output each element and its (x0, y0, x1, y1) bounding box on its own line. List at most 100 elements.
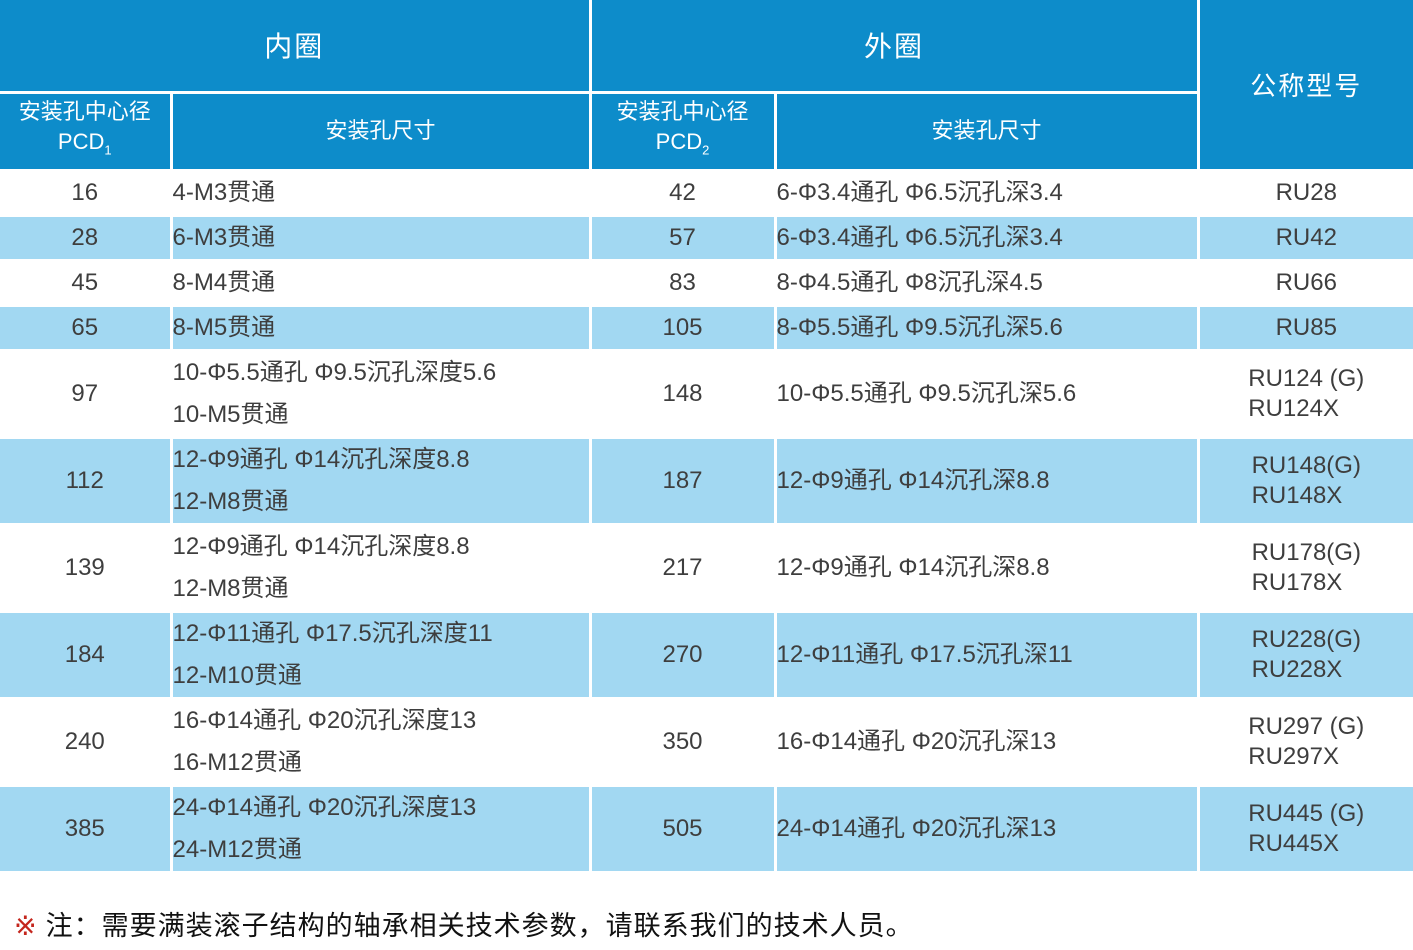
outer-spec-cell: 6-Φ3.4通孔 Φ6.5沉孔深3.4 (773, 168, 1200, 217)
table-row: 112 12-Φ9通孔 Φ14沉孔深度8.8 12-M8贯通 187 12-Φ9通孔 Φ… (0, 435, 1413, 526)
pcd2-value-cell: 42 (588, 168, 777, 217)
inner-spec-line: 12-M8贯通 (172, 574, 289, 602)
model-line: RU178X (1251, 568, 1343, 596)
table-header: 内圈 外圈 公称型号 安装孔中心径 PCD1 安装孔尺寸 安装孔中心径 PCD2… (0, 0, 1413, 172)
model-cell: RU28 (1196, 168, 1413, 217)
inner-spec-cell: 16-Φ14通孔 Φ20沉孔深度13 16-M12贯通 (169, 696, 592, 787)
model-line: RU148X (1251, 481, 1343, 509)
inner-spec-line: 4-M3贯通 (172, 178, 276, 206)
outer-spec-cell: 16-Φ14通孔 Φ20沉孔深13 (773, 696, 1200, 787)
model-cell: RU228(G) RU228X (1196, 609, 1413, 700)
outer-spec-line: 8-Φ5.5通孔 Φ9.5沉孔深5.6 (776, 313, 1063, 341)
outer-spec-line: 8-Φ4.5通孔 Φ8沉孔深4.5 (776, 268, 1043, 296)
inner-spec-cell: 24-Φ14通孔 Φ20沉孔深度13 24-M12贯通 (169, 783, 592, 874)
pcd2-value-cell: 270 (588, 609, 777, 700)
header-pcd1-label: 安装孔中心径 (18, 98, 151, 124)
outer-spec-line: 12-Φ9通孔 Φ14沉孔深8.8 (776, 466, 1050, 494)
model-line: RU178(G) (1251, 538, 1361, 566)
table-body: 16 4-M3贯通 42 6-Φ3.4通孔 Φ6.5沉孔深3.4 RU28 28 6-M3贯… (0, 168, 1413, 874)
outer-spec-line: 16-Φ14通孔 Φ20沉孔深13 (776, 727, 1057, 755)
pcd2-value-cell: 57 (588, 213, 777, 262)
pcd1-value-cell: 16 (0, 168, 173, 217)
model-cell: RU66 (1196, 258, 1413, 307)
header-sub-row: 安装孔中心径 PCD1 安装孔尺寸 安装孔中心径 PCD2 安装孔尺寸 (0, 90, 1413, 172)
bearing-spec-table: 内圈 外圈 公称型号 安装孔中心径 PCD1 安装孔尺寸 安装孔中心径 PCD2… (0, 0, 1413, 874)
model-line: RU228(G) (1251, 625, 1361, 653)
pcd2-value-cell: 83 (588, 258, 777, 307)
model-line: RU66 (1275, 268, 1337, 296)
inner-spec-line: 16-M12贯通 (172, 748, 302, 776)
outer-spec-cell: 12-Φ9通孔 Φ14沉孔深8.8 (773, 435, 1200, 526)
model-text: RU228(G) RU228X (1252, 625, 1361, 685)
header-pcd2-label: 安装孔中心径 (616, 98, 749, 124)
table-row: 16 4-M3贯通 42 6-Φ3.4通孔 Φ6.5沉孔深3.4 RU28 (0, 168, 1413, 217)
footnote-text: 需要满装滚子结构的轴承相关技术参数，请联系我们的技术人员。 (101, 910, 914, 941)
model-line: RU28 (1275, 178, 1337, 206)
outer-spec-line: 12-Φ11通孔 Φ17.5沉孔深11 (776, 640, 1073, 668)
header-outer-ring: 外圈 (588, 0, 1200, 94)
inner-spec-line: 24-Φ14通孔 Φ20沉孔深度13 (172, 793, 477, 821)
pcd1-value-cell: 45 (0, 258, 173, 307)
header-inner-ring: 内圈 (0, 0, 592, 94)
table-row: 65 8-M5贯通 105 8-Φ5.5通孔 Φ9.5沉孔深5.6 RU85 (0, 303, 1413, 352)
model-text: RU445 (G) RU445X (1248, 799, 1364, 859)
inner-spec-line: 6-M3贯通 (172, 223, 276, 251)
model-line: RU85 (1275, 313, 1337, 341)
inner-spec-cell: 10-Φ5.5通孔 Φ9.5沉孔深度5.6 10-M5贯通 (169, 348, 592, 439)
table-row: 240 16-Φ14通孔 Φ20沉孔深度13 16-M12贯通 350 16-Φ14通孔… (0, 696, 1413, 787)
inner-spec-line: 12-M10贯通 (172, 661, 302, 689)
table-row: 139 12-Φ9通孔 Φ14沉孔深度8.8 12-M8贯通 217 12-Φ9通孔 Φ… (0, 522, 1413, 613)
pcd1-value-cell: 139 (0, 522, 173, 613)
header-model: 公称型号 (1196, 0, 1413, 172)
model-text: RU85 (1276, 307, 1337, 349)
pcd2-value-cell: 187 (588, 435, 777, 526)
model-line: RU445 (G) (1248, 799, 1365, 827)
inner-spec-line: 12-Φ9通孔 Φ14沉孔深度8.8 (172, 445, 470, 473)
pcd2-subscript: 2 (702, 142, 710, 158)
inner-spec-line: 24-M12贯通 (172, 835, 302, 863)
outer-spec-line: 6-Φ3.4通孔 Φ6.5沉孔深3.4 (776, 178, 1063, 206)
model-cell: RU148(G) RU148X (1196, 435, 1413, 526)
footnote: ※ 注：需要满装滚子结构的轴承相关技术参数，请联系我们的技术人员。 (14, 904, 1413, 943)
table-row: 28 6-M3贯通 57 6-Φ3.4通孔 Φ6.5沉孔深3.4 RU42 (0, 213, 1413, 262)
inner-spec-cell: 6-M3贯通 (169, 213, 592, 262)
footnote-mark: ※ (14, 910, 38, 941)
header-inner-hole-size: 安装孔尺寸 (169, 90, 592, 172)
inner-spec-cell: 8-M5贯通 (169, 303, 592, 352)
outer-spec-cell: 6-Φ3.4通孔 Φ6.5沉孔深3.4 (773, 213, 1200, 262)
model-line: RU124X (1248, 394, 1339, 422)
model-text: RU28 (1276, 172, 1337, 214)
pcd1-value-cell: 65 (0, 303, 173, 352)
outer-spec-line: 12-Φ9通孔 Φ14沉孔深8.8 (776, 553, 1050, 581)
inner-spec-cell: 8-M4贯通 (169, 258, 592, 307)
model-text: RU124 (G) RU124X (1248, 364, 1364, 424)
model-cell: RU85 (1196, 303, 1413, 352)
pcd1-value-cell: 112 (0, 435, 173, 526)
inner-spec-line: 8-M5贯通 (172, 313, 276, 341)
pcd1-value-cell: 184 (0, 609, 173, 700)
inner-spec-line: 16-Φ14通孔 Φ20沉孔深度13 (172, 706, 477, 734)
inner-spec-line: 8-M4贯通 (172, 268, 276, 296)
pcd1-value-cell: 28 (0, 213, 173, 262)
inner-spec-cell: 12-Φ9通孔 Φ14沉孔深度8.8 12-M8贯通 (169, 435, 592, 526)
header-pcd2-code: PCD2 (655, 128, 710, 158)
pcd1-subscript: 1 (104, 142, 112, 158)
model-line: RU124 (G) (1248, 364, 1365, 392)
pcd2-value-cell: 148 (588, 348, 777, 439)
model-text: RU178(G) RU178X (1252, 538, 1361, 598)
table-row: 385 24-Φ14通孔 Φ20沉孔深度13 24-M12贯通 505 24-Φ14通孔… (0, 783, 1413, 874)
inner-spec-line: 12-M8贯通 (172, 487, 289, 515)
outer-spec-cell: 10-Φ5.5通孔 Φ9.5沉孔深5.6 (773, 348, 1200, 439)
pcd2-value-cell: 217 (588, 522, 777, 613)
pcd2-value-cell: 350 (588, 696, 777, 787)
inner-spec-cell: 12-Φ9通孔 Φ14沉孔深度8.8 12-M8贯通 (169, 522, 592, 613)
pcd1-value-cell: 385 (0, 783, 173, 874)
model-line: RU297X (1248, 742, 1339, 770)
model-text: RU148(G) RU148X (1252, 451, 1361, 511)
outer-spec-cell: 8-Φ5.5通孔 Φ9.5沉孔深5.6 (773, 303, 1200, 352)
model-line: RU42 (1275, 223, 1337, 251)
outer-spec-line: 24-Φ14通孔 Φ20沉孔深13 (776, 814, 1057, 842)
pcd1-value-cell: 240 (0, 696, 173, 787)
table-row: 45 8-M4贯通 83 8-Φ4.5通孔 Φ8沉孔深4.5 RU66 (0, 258, 1413, 307)
model-cell: RU124 (G) RU124X (1196, 348, 1413, 439)
